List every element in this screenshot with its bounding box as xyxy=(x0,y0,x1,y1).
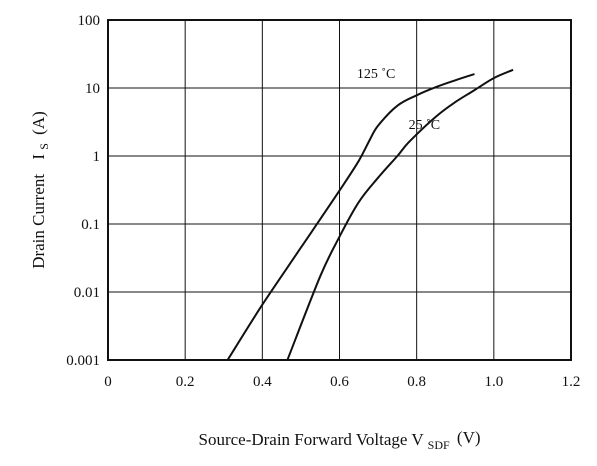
x-tick-label: 0.4 xyxy=(253,374,272,390)
x-axis-label-unit: (V) xyxy=(457,428,481,447)
y-tick-label: 100 xyxy=(78,13,101,29)
y-tick-label: 0.1 xyxy=(81,217,100,233)
plot-frame xyxy=(107,19,572,361)
y-tick-label: 10 xyxy=(85,81,100,97)
y-axis-label-symbol: I xyxy=(29,154,48,160)
x-tick-label: 0 xyxy=(104,374,112,390)
series-label-25c: 25 ˚C xyxy=(409,118,441,133)
y-tick-label: 1 xyxy=(93,149,101,165)
x-axis-label-subscript: SDF xyxy=(428,438,450,452)
y-tick-label: 0.001 xyxy=(66,353,100,369)
y-axis-label-unit: (A) xyxy=(29,111,48,135)
x-tick-label: 0.8 xyxy=(407,374,426,390)
x-axis-label: Source-Drain Forward Voltage V SDF (V) xyxy=(198,428,480,453)
x-axis-label-text: Source-Drain Forward Voltage V xyxy=(198,430,424,449)
x-tick-label: 0.2 xyxy=(176,374,195,390)
series-line-125c xyxy=(226,73,475,361)
x-tick-label: 0.6 xyxy=(330,374,349,390)
series-label-125c: 125 ˚C xyxy=(357,67,396,82)
y-axis-label: Drain Current I S (A) xyxy=(29,111,52,269)
series-line-25c xyxy=(286,68,514,361)
x-tick-label: 1.0 xyxy=(484,374,503,390)
x-tick-label: 1.2 xyxy=(562,374,581,390)
y-axis-label-subscript: S xyxy=(37,143,51,150)
y-axis-label-text: Drain Current xyxy=(29,174,48,269)
grid xyxy=(108,20,571,360)
curves xyxy=(226,68,514,361)
y-tick-label: 0.01 xyxy=(74,285,100,301)
tick-labels: 0 0.2 0.4 0.6 0.8 1.0 1.2 0.001 0.01 0.1 1 10 100 xyxy=(66,13,580,390)
annotations: 125 ˚C 25 ˚C xyxy=(357,67,440,133)
